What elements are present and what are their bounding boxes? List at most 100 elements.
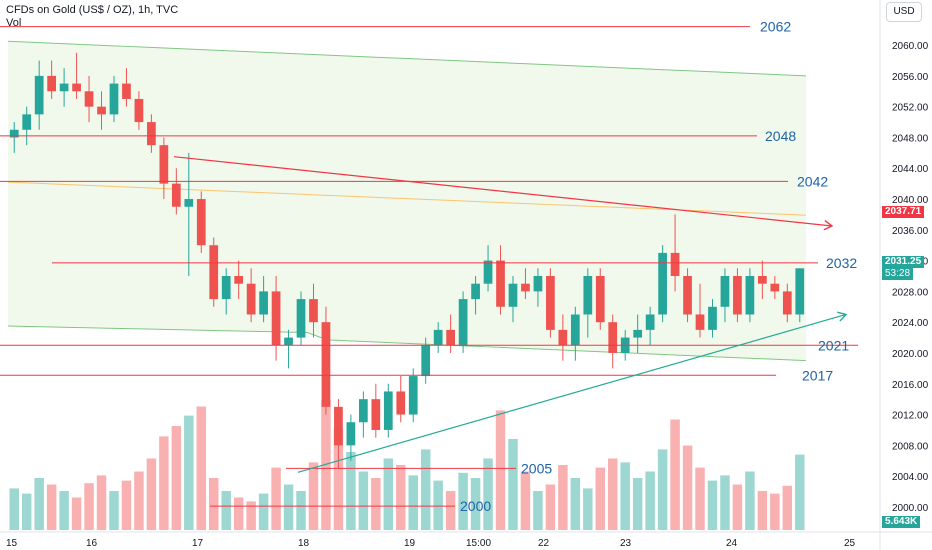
- chart-title: CFDs on Gold (US$ / OZ), 1h, TVC: [6, 4, 179, 16]
- price-tick-label: 2000.00: [892, 503, 929, 514]
- volume-bar: [670, 419, 680, 530]
- candle-body: [147, 122, 156, 146]
- volume-bar: [371, 478, 381, 530]
- candle-body: [184, 199, 194, 207]
- volume-bar: [732, 484, 743, 530]
- level-label-2032: 2032: [826, 255, 857, 271]
- volume-bar: [146, 458, 157, 530]
- candle-body: [745, 276, 755, 315]
- candle-body: [246, 283, 256, 315]
- volume-bar: [445, 491, 456, 530]
- volume-bar: [495, 410, 506, 530]
- candle-body: [720, 276, 730, 307]
- time-tick-label: 18: [298, 538, 310, 549]
- price-axis[interactable]: 2060.00 2056.00 2052.00 2048.00 2044.00 2040.…: [879, 0, 929, 550]
- level-label-2005: 2005: [521, 460, 552, 476]
- candle-body: [608, 322, 618, 353]
- time-tick-label: 19: [404, 538, 416, 549]
- candle-body: [9, 129, 19, 138]
- price-tick-label: 2056.00: [892, 72, 929, 83]
- candle-body: [84, 91, 94, 107]
- candle-body: [782, 291, 792, 315]
- candle-body: [546, 276, 555, 330]
- time-tick-label: 15: [6, 538, 18, 549]
- volume-bar: [595, 467, 606, 530]
- volume-bar: [632, 478, 643, 530]
- candle-body: [770, 283, 780, 292]
- volume-bar: [770, 493, 780, 530]
- volume-bar: [333, 428, 344, 530]
- candle-body: [334, 406, 343, 446]
- candle-body: [521, 283, 530, 292]
- volume-bar: [346, 452, 356, 530]
- price-tick-label: 2004.00: [892, 472, 929, 483]
- volume-bar: [570, 478, 581, 530]
- volume-bar: [545, 484, 556, 530]
- price-tick-label: 2008.00: [892, 441, 929, 452]
- level-label-2000: 2000: [460, 498, 491, 514]
- time-tick-label: 22: [538, 538, 550, 549]
- candle-body: [483, 260, 493, 284]
- candle-body: [583, 276, 593, 315]
- price-tick-label: 2044.00: [892, 164, 929, 175]
- level-label-2042: 2042: [797, 173, 828, 189]
- candle-body: [134, 98, 144, 123]
- candle-body: [371, 399, 381, 430]
- volume-bar: [720, 475, 730, 530]
- time-tick-label: 23: [620, 538, 632, 549]
- candle-body: [358, 399, 368, 423]
- candle-body: [633, 329, 643, 338]
- price-tick-label: 2060.00: [892, 41, 929, 52]
- volume-bar: [221, 491, 231, 530]
- volume-bar: [71, 497, 82, 530]
- time-axis[interactable]: 15 16 17 18 19 15:00 22 23 24 25: [0, 531, 932, 549]
- level-label-2017: 2017: [802, 367, 833, 383]
- volume-bar: [458, 472, 468, 530]
- price-tick-label: 2016.00: [892, 380, 929, 391]
- volume-bar: [558, 465, 568, 530]
- currency-button[interactable]: USD: [886, 2, 922, 22]
- last-price-tag: 2031.25: [882, 256, 925, 268]
- price-tick-label: 2052.00: [892, 103, 929, 114]
- candle-body: [570, 314, 580, 346]
- candle-body: [396, 391, 406, 415]
- candle-body: [508, 283, 518, 307]
- volume-bar: [607, 458, 618, 530]
- volume-bar: [508, 439, 518, 530]
- volume-bar: [321, 400, 331, 530]
- price-tick-label: 2020.00: [892, 349, 929, 360]
- candle-body: [259, 291, 268, 315]
- candle-body: [321, 322, 331, 407]
- candle-body: [171, 183, 181, 207]
- volume-bar: [520, 471, 531, 530]
- volume-bar: [96, 475, 107, 530]
- price-tick-label: 2024.00: [892, 318, 929, 329]
- volume-bar: [682, 445, 693, 530]
- candle-body: [296, 299, 306, 338]
- candle-body: [122, 83, 131, 99]
- candle-body: [408, 376, 418, 415]
- volume-bar: [408, 475, 418, 530]
- volume-tag: 5.643K: [882, 516, 921, 528]
- candle-body: [496, 260, 505, 307]
- volume-bar: [134, 471, 144, 530]
- candle-body: [234, 276, 244, 284]
- band-lower: [7, 325, 807, 362]
- volume-bar: [533, 491, 543, 530]
- candle-body: [595, 276, 605, 323]
- volume-bar: [757, 491, 768, 530]
- time-tick-label: 16: [86, 538, 98, 549]
- candle-body: [284, 337, 293, 346]
- level-label-2021: 2021: [818, 337, 849, 353]
- candle-body: [309, 299, 318, 323]
- level-label-2062: 2062: [760, 19, 791, 35]
- price-tick-label: 2040.00: [892, 195, 929, 206]
- candlesticks: [9, 52, 805, 469]
- volume-bar: [184, 415, 194, 530]
- price-tick-label: 2036.00: [892, 226, 929, 237]
- volume-bar: [34, 478, 44, 530]
- volume-bar: [21, 493, 32, 530]
- volume-bar: [470, 478, 481, 530]
- volume-bar: [246, 501, 256, 530]
